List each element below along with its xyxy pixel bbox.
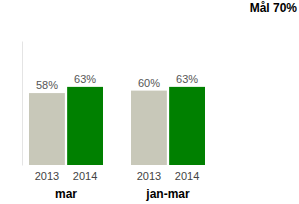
bar	[67, 87, 103, 165]
category-label: mar	[55, 187, 77, 201]
data-label: 58%	[36, 79, 58, 91]
labels: 58% 2013 60% 2013 63% 2014 63% 2014	[35, 73, 200, 182]
data-label: 63%	[176, 73, 198, 85]
bars	[29, 87, 205, 165]
chart: 58% 2013 60% 2013 63% 2014 63% 2014 mar jan-mar Må…	[0, 0, 299, 204]
series-label: 2014	[175, 170, 199, 182]
title: Mål 70%	[250, 1, 298, 15]
y-axis	[22, 42, 23, 166]
category-label: jan-mar	[145, 187, 190, 201]
series-label: 2013	[137, 170, 161, 182]
x-tick: jan-mar	[145, 184, 190, 201]
y-axis-line	[22, 42, 23, 166]
x-tick: mar	[55, 184, 77, 201]
bar	[169, 87, 205, 165]
x-axis: mar jan-mar	[55, 184, 190, 201]
bar	[131, 91, 167, 165]
data-label: 63%	[74, 73, 96, 85]
series-label: 2013	[35, 170, 59, 182]
series-label: 2014	[73, 170, 97, 182]
data-label: 60%	[138, 77, 160, 89]
bar	[29, 93, 65, 165]
